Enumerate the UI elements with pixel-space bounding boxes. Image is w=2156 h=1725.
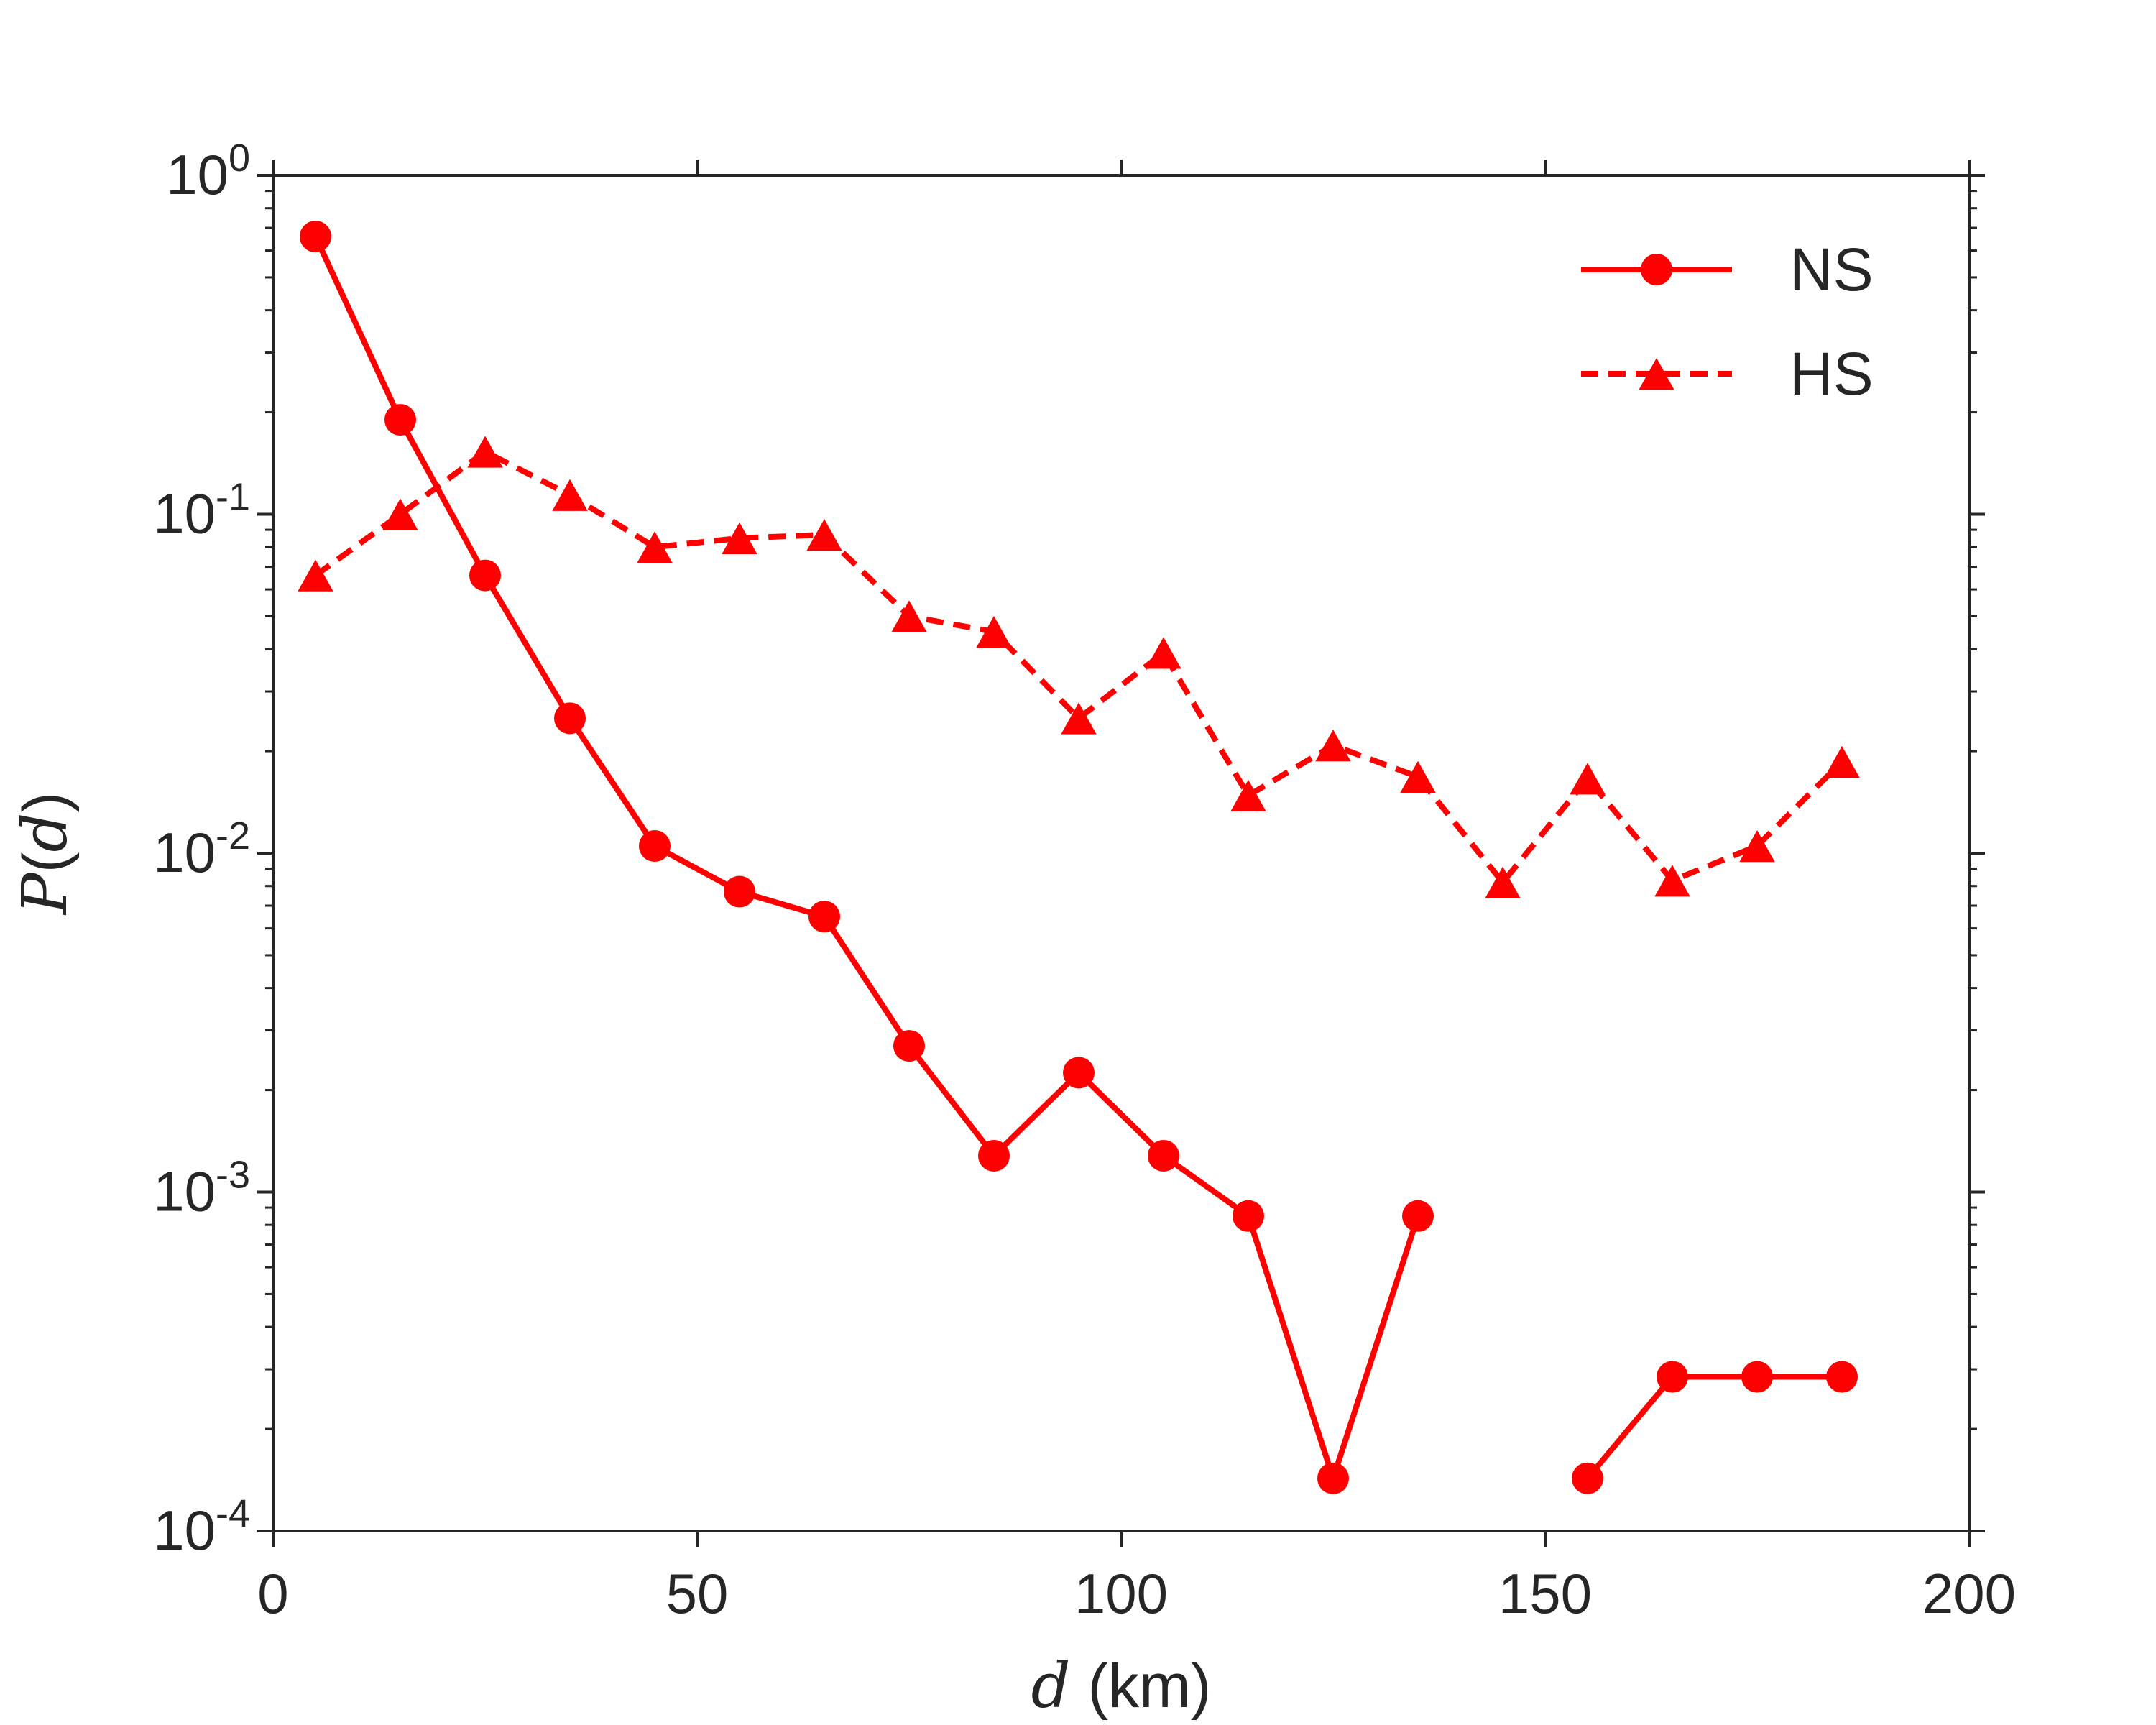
data-point bbox=[1061, 702, 1097, 735]
data-point bbox=[1400, 760, 1436, 793]
legend-label: HS bbox=[1789, 340, 1874, 408]
data-point bbox=[554, 702, 586, 735]
x-tick-label: 100 bbox=[1074, 1562, 1168, 1625]
data-point bbox=[976, 616, 1012, 648]
y-tick-exponent: -3 bbox=[216, 1154, 250, 1197]
y-axis-argument: d bbox=[9, 813, 81, 852]
x-tick-label: 0 bbox=[257, 1562, 288, 1625]
data-point bbox=[1654, 865, 1690, 897]
data-point bbox=[1657, 1361, 1688, 1393]
y-axis-label: P(d) bbox=[9, 792, 81, 916]
y-tick-base: 10 bbox=[153, 821, 216, 884]
y-tick-label: 10-3 bbox=[153, 1154, 250, 1223]
data-point bbox=[1317, 1462, 1349, 1494]
legend-label: NS bbox=[1789, 236, 1874, 303]
data-point bbox=[893, 1030, 925, 1062]
y-axis-function: P bbox=[9, 871, 81, 916]
x-tick-labels: 0 50 100 150 200 bbox=[257, 1562, 2016, 1625]
data-point bbox=[1230, 779, 1266, 811]
data-point bbox=[298, 559, 333, 592]
x-tick-label: 150 bbox=[1498, 1562, 1592, 1625]
data-point bbox=[978, 1139, 1010, 1172]
data-point bbox=[891, 600, 927, 632]
series-line bbox=[313, 235, 1421, 1481]
data-point bbox=[1148, 1139, 1179, 1172]
data-point bbox=[469, 559, 501, 592]
data-point bbox=[1485, 866, 1521, 898]
y-axis-close-paren: ) bbox=[11, 792, 80, 813]
data-point bbox=[384, 404, 416, 436]
series-line bbox=[1585, 1374, 1842, 1481]
legend-marker bbox=[1641, 254, 1672, 285]
series-hs bbox=[298, 436, 1860, 898]
data-point bbox=[724, 875, 755, 908]
series-line bbox=[313, 448, 1844, 886]
major-ticks bbox=[257, 160, 1985, 1547]
legend-item-hs: HS bbox=[1581, 340, 1874, 408]
data-point bbox=[1570, 763, 1606, 795]
data-point bbox=[722, 522, 757, 554]
data-point bbox=[637, 531, 673, 564]
legend: NS HS bbox=[1581, 236, 1874, 408]
y-tick-exponent: 0 bbox=[229, 137, 250, 180]
y-tick-base: 10 bbox=[153, 1499, 216, 1562]
data-point bbox=[1572, 1462, 1603, 1494]
x-tick-label: 50 bbox=[666, 1562, 729, 1625]
y-tick-label: 100 bbox=[166, 137, 250, 206]
series-layer bbox=[298, 221, 1860, 1494]
data-point bbox=[808, 901, 840, 933]
x-axis-variable: d bbox=[1031, 1650, 1071, 1722]
data-point bbox=[1741, 1361, 1773, 1393]
data-point bbox=[639, 830, 671, 862]
series-ns bbox=[300, 221, 1858, 1494]
data-point bbox=[1063, 1057, 1095, 1089]
data-point bbox=[1146, 637, 1181, 669]
y-tick-exponent: -2 bbox=[216, 814, 250, 857]
data-point bbox=[382, 498, 418, 530]
y-tick-base: 10 bbox=[166, 143, 229, 206]
data-point bbox=[1402, 1200, 1434, 1232]
x-tick-label: 200 bbox=[1922, 1562, 2016, 1625]
y-tick-base: 10 bbox=[153, 482, 216, 546]
legend-marker bbox=[1639, 358, 1674, 390]
data-point bbox=[467, 436, 503, 468]
y-tick-exponent: -1 bbox=[216, 476, 250, 519]
data-point bbox=[806, 519, 842, 551]
y-tick-label: 10-1 bbox=[153, 476, 250, 546]
y-tick-label: 10-4 bbox=[153, 1492, 250, 1562]
plot-frame bbox=[272, 174, 1971, 1532]
data-point bbox=[1739, 830, 1775, 862]
data-point bbox=[1315, 730, 1351, 762]
y-tick-base: 10 bbox=[153, 1160, 216, 1223]
legend-item-ns: NS bbox=[1581, 236, 1874, 303]
data-point bbox=[1826, 1361, 1858, 1393]
data-point bbox=[300, 221, 331, 253]
y-axis-open-paren: ( bbox=[11, 852, 80, 873]
x-axis-label: d (km) bbox=[1031, 1650, 1212, 1722]
data-point bbox=[552, 479, 588, 511]
y-tick-label: 10-2 bbox=[153, 814, 250, 884]
data-point bbox=[1233, 1200, 1264, 1232]
y-tick-exponent: -4 bbox=[216, 1492, 250, 1535]
x-axis-unit: (km) bbox=[1071, 1652, 1212, 1721]
data-point bbox=[1824, 745, 1860, 778]
